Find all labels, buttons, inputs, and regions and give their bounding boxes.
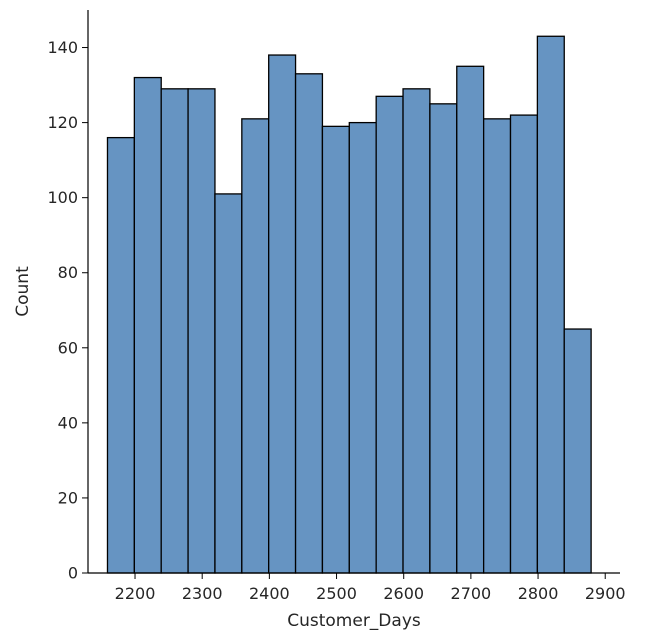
y-tick-label: 40 <box>58 413 78 432</box>
x-tick-label: 2900 <box>585 584 626 603</box>
histogram-bar <box>214 193 243 574</box>
histogram-bar <box>294 73 324 574</box>
x-tick-label: 2600 <box>383 584 424 603</box>
x-tick-label: 2500 <box>316 584 357 603</box>
y-axis: 0 20 40 60 80 100 120 140 <box>47 10 89 583</box>
histogram-bar <box>375 95 404 574</box>
y-tick-label: 80 <box>58 263 78 282</box>
histogram-bar <box>429 103 458 574</box>
histogram-bar <box>133 76 162 574</box>
y-tick-label: 20 <box>58 488 78 507</box>
y-tick-label: 120 <box>47 113 78 132</box>
histogram-bar <box>160 88 189 574</box>
y-tick-label: 0 <box>68 564 78 583</box>
x-tick-label: 2300 <box>182 584 223 603</box>
histogram-bar <box>402 88 431 574</box>
histogram-bar <box>106 136 135 574</box>
histogram-bar <box>241 118 270 574</box>
histogram-bar <box>187 88 216 574</box>
histogram-bar <box>456 65 485 574</box>
histogram-bar <box>509 114 539 574</box>
x-axis-title: Customer_Days <box>287 611 421 631</box>
x-tick-label: 2400 <box>249 584 290 603</box>
histogram-bar <box>348 121 377 574</box>
x-tick-label: 2200 <box>115 584 156 603</box>
x-tick-label: 2800 <box>518 584 559 603</box>
histogram-bar <box>321 125 350 574</box>
histogram-bar <box>268 54 297 574</box>
bars-group <box>106 35 592 574</box>
histogram-bar <box>563 328 592 574</box>
y-tick-label: 140 <box>47 38 78 57</box>
y-tick-label: 100 <box>47 188 78 207</box>
histogram-bar <box>536 35 565 574</box>
y-axis-title: Count <box>13 266 33 317</box>
histogram-bar <box>482 118 512 574</box>
x-tick-label: 2700 <box>451 584 492 603</box>
x-axis: 2200 2300 2400 2500 2600 2700 2800 2900 <box>88 572 626 603</box>
y-tick-label: 60 <box>58 338 78 357</box>
